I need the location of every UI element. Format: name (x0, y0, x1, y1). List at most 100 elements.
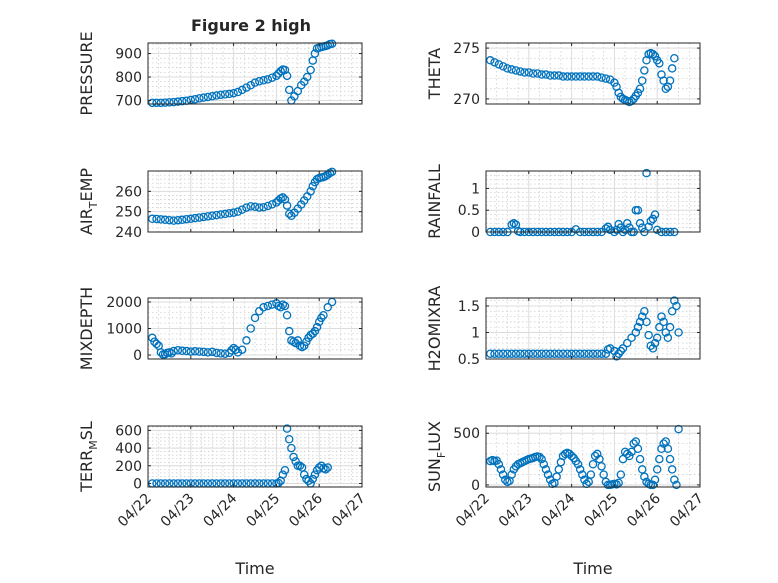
x-tick-label: 04/25 (581, 491, 621, 531)
data-point (635, 84, 645, 94)
data-point (173, 97, 183, 106)
data-point (593, 449, 602, 459)
data-point (182, 346, 191, 356)
data-point (216, 90, 226, 100)
y-tick-label: 600 (115, 423, 142, 439)
data-point (225, 209, 234, 218)
data-point (633, 88, 643, 98)
data-point (310, 49, 320, 58)
data-point (494, 60, 504, 69)
data-point (167, 349, 176, 358)
data-point (276, 303, 285, 312)
data-point (511, 66, 521, 75)
data-point (601, 349, 611, 358)
data-point (667, 465, 677, 474)
data-point (646, 216, 656, 226)
data-point (575, 465, 585, 474)
data-point (539, 460, 549, 469)
data-point (274, 301, 283, 311)
data-point (169, 216, 178, 225)
data-point (515, 67, 525, 76)
data-point (310, 470, 320, 479)
data-point (312, 322, 322, 332)
data-point (284, 85, 294, 95)
data-point (148, 98, 157, 108)
data-point (259, 202, 268, 212)
y-axis-label: H2OMIXRA (425, 286, 444, 372)
x-tick-label: 04/27 (667, 491, 707, 531)
data-point (652, 225, 662, 235)
axes-frame (485, 425, 701, 488)
data-point (293, 336, 303, 345)
axes-frame (485, 297, 701, 360)
data-point (584, 72, 593, 81)
data-point (259, 76, 268, 85)
data-point (291, 457, 300, 466)
data-point (246, 202, 255, 211)
data-point (327, 167, 337, 177)
y-tick-label: 1 (471, 325, 480, 341)
data-point (282, 201, 292, 210)
data-point (289, 452, 298, 462)
data-point (618, 344, 628, 353)
y-tick-label: 240 (115, 225, 142, 241)
data-point (533, 69, 542, 78)
data-point (242, 203, 251, 212)
data-point (306, 187, 315, 196)
y-axis-label: THETA (425, 48, 444, 100)
y-tick-label: 0 (471, 478, 480, 494)
data-point (182, 214, 191, 224)
data-point (169, 97, 178, 107)
data-point (644, 330, 653, 340)
data-point (640, 472, 649, 481)
data-point (588, 460, 598, 469)
x-tick-label: 04/23 (158, 491, 198, 531)
y-tick-label: 1.5 (458, 299, 480, 315)
data-point (622, 338, 632, 348)
y-axis-label: MIXDEPTH (77, 287, 96, 370)
data-point (578, 470, 587, 479)
y-tick-label: 400 (115, 441, 142, 457)
data-point (616, 470, 626, 479)
data-point (195, 347, 204, 356)
data-point (156, 348, 166, 357)
data-point (642, 168, 651, 178)
y-tick-label: 1 (471, 181, 480, 197)
data-point (156, 98, 166, 108)
data-point (289, 337, 298, 347)
subplot-grid: 700 800 900 PRESSURE 270 275 THETA 240 250 260 AIR… (77, 31, 707, 578)
data-point (567, 451, 576, 461)
x-tick-label: 04/26 (286, 490, 326, 530)
data-point (545, 71, 555, 80)
data-point (291, 338, 300, 348)
y-tick-label: 2000 (106, 295, 142, 311)
data-point (627, 333, 636, 343)
data-point (490, 58, 499, 67)
data-point (498, 470, 508, 479)
data-point (503, 64, 512, 73)
data-point (674, 328, 683, 337)
data-point (321, 465, 330, 474)
data-point (629, 439, 638, 448)
data-point (317, 313, 326, 323)
data-point (250, 78, 260, 87)
data-point (657, 444, 666, 453)
data-point (537, 454, 546, 464)
data-point (160, 349, 170, 359)
data-point (297, 463, 307, 472)
subplot-pressure: 700 800 900 PRESSURE (77, 31, 363, 116)
data-point (278, 193, 288, 202)
data-point (550, 349, 559, 358)
data-point (625, 451, 634, 461)
data-point (650, 210, 660, 219)
subplot-air_temp: 240 250 260 AIRTEMP (77, 167, 363, 241)
data-point (515, 349, 525, 358)
data-point (622, 219, 632, 228)
data-point (610, 78, 619, 87)
data-point (263, 75, 273, 84)
x-tick-label: 04/26 (624, 490, 664, 530)
data-point (156, 215, 166, 224)
data-point (199, 347, 208, 357)
data-point (186, 214, 196, 224)
data-point (524, 68, 534, 77)
